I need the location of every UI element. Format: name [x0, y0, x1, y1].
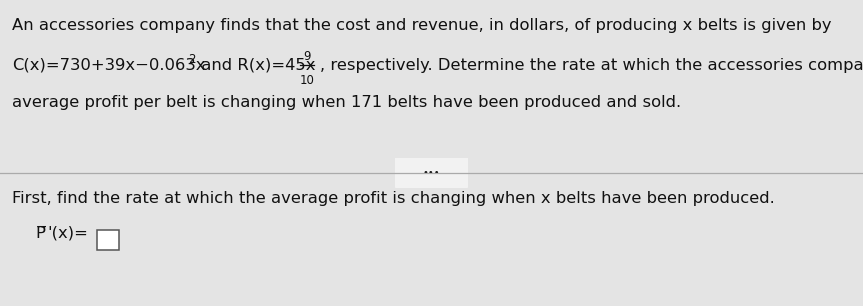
Text: 2: 2	[188, 53, 196, 66]
Text: and R(x)=45x: and R(x)=45x	[196, 58, 316, 73]
Text: C(x)=730+39x−0.063x: C(x)=730+39x−0.063x	[12, 58, 205, 73]
Text: First, find the rate at which the average profit is changing when x belts have b: First, find the rate at which the averag…	[12, 191, 775, 206]
Text: •••: •••	[423, 168, 440, 178]
Text: An accessories company finds that the cost and revenue, in dollars, of producing: An accessories company finds that the co…	[12, 18, 832, 33]
Bar	[97, 230, 119, 250]
Text: 10: 10	[299, 74, 314, 87]
Text: 9: 9	[303, 50, 311, 63]
Text: P̅: P̅	[35, 226, 45, 241]
Text: average profit per belt is changing when 171 belts have been produced and sold.: average profit per belt is changing when…	[12, 95, 681, 110]
FancyBboxPatch shape	[393, 157, 470, 189]
Text: , respectively. Determine the rate at which the accessories company's: , respectively. Determine the rate at wh…	[320, 58, 863, 73]
Text: '(x)=: '(x)=	[47, 226, 88, 241]
